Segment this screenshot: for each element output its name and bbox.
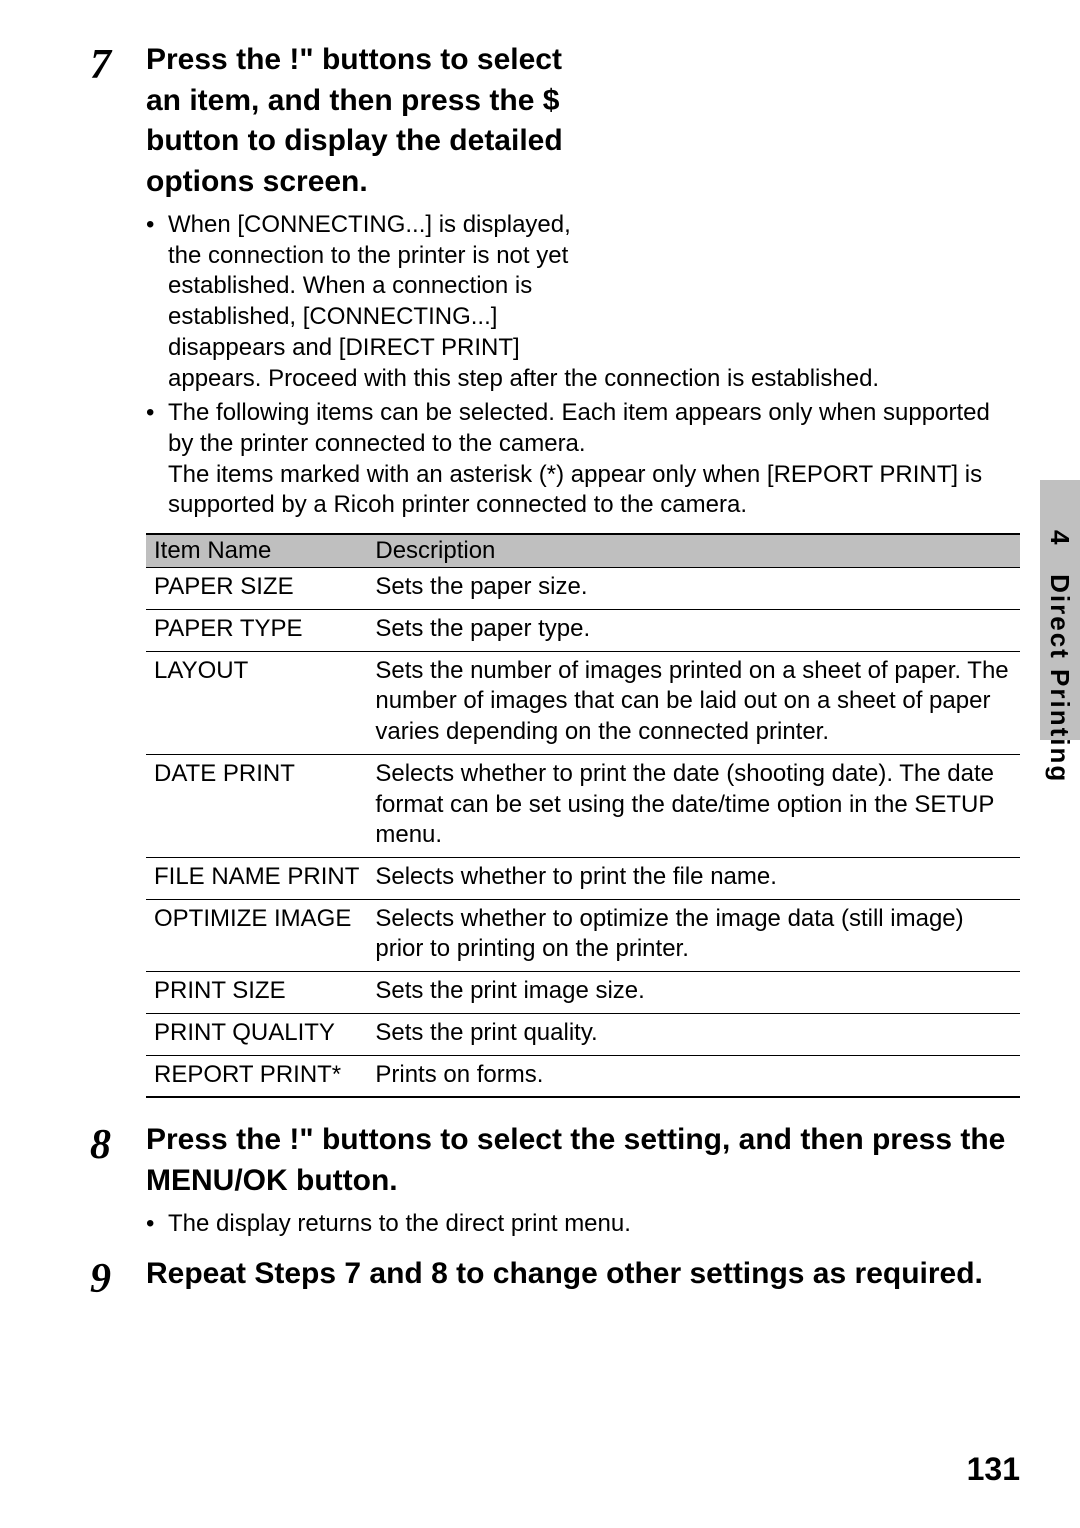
bullet-line: disappears and [DIRECT PRINT] <box>168 333 1020 364</box>
table-row: REPORT PRINT* Prints on forms. <box>146 1055 1020 1097</box>
bullet-line: The following items can be selected. Eac… <box>168 398 1020 459</box>
cell-name: LAYOUT <box>146 651 367 754</box>
heading-line: options screen. <box>146 165 368 198</box>
page-number: 131 <box>967 1451 1020 1488</box>
cell-desc: Selects whether to optimize the image da… <box>367 899 1020 971</box>
table-row: PRINT QUALITY Sets the print quality. <box>146 1013 1020 1055</box>
manual-page: 4 Direct Printing 7 Press the !" buttons… <box>0 0 1080 1528</box>
bullet-line: the connection to the printer is not yet <box>168 241 1020 272</box>
cell-desc: Sets the print image size. <box>367 972 1020 1014</box>
cell-desc: Selects whether to print the file name. <box>367 857 1020 899</box>
cell-name: FILE NAME PRINT <box>146 857 367 899</box>
bullet-line: appears. Proceed with this step after th… <box>168 364 1020 395</box>
table-row: FILE NAME PRINT Selects whether to print… <box>146 857 1020 899</box>
step-9: 9 Repeat Steps 7 and 8 to change other s… <box>90 1254 1020 1303</box>
chapter-title: Direct Printing <box>1045 574 1075 783</box>
cell-desc: Sets the number of images printed on a s… <box>367 651 1020 754</box>
chapter-label: 4 Direct Printing <box>1044 530 1075 783</box>
step-body: Press the !" buttons to select an item, … <box>146 40 1020 1110</box>
table-header-row: Item Name Description <box>146 534 1020 568</box>
bullet-item: The following items can be selected. Eac… <box>146 398 1020 521</box>
heading-line: Press the !" buttons to select <box>146 43 562 76</box>
table-row: OPTIMIZE IMAGE Selects whether to optimi… <box>146 899 1020 971</box>
step-heading: Press the !" buttons to select an item, … <box>146 40 666 202</box>
table-row: LAYOUT Sets the number of images printed… <box>146 651 1020 754</box>
table-row: DATE PRINT Selects whether to print the … <box>146 754 1020 857</box>
cell-name: PAPER SIZE <box>146 568 367 610</box>
chapter-number: 4 <box>1045 530 1075 546</box>
col-header-name: Item Name <box>146 534 367 568</box>
bullet-list: When [CONNECTING...] is displayed, the c… <box>146 210 1020 521</box>
table-row: PRINT SIZE Sets the print image size. <box>146 972 1020 1014</box>
bullet-line: The items marked with an asterisk (*) ap… <box>168 460 1020 521</box>
step-7: 7 Press the !" buttons to select an item… <box>90 40 1020 1110</box>
bullet-line: established. When a connection is <box>168 271 1020 302</box>
bullet-item: When [CONNECTING...] is displayed, the c… <box>146 210 1020 394</box>
step-body: Repeat Steps 7 and 8 to change other set… <box>146 1254 1020 1303</box>
step-number: 7 <box>90 40 146 86</box>
table-row: PAPER TYPE Sets the paper type. <box>146 609 1020 651</box>
cell-name: PRINT QUALITY <box>146 1013 367 1055</box>
cell-name: PAPER TYPE <box>146 609 367 651</box>
cell-desc: Sets the paper type. <box>367 609 1020 651</box>
step-heading: Repeat Steps 7 and 8 to change other set… <box>146 1254 1020 1295</box>
options-table: Item Name Description PAPER SIZE Sets th… <box>146 533 1020 1098</box>
cell-desc: Selects whether to print the date (shoot… <box>367 754 1020 857</box>
heading-line: an item, and then press the $ <box>146 84 559 117</box>
cell-desc: Prints on forms. <box>367 1055 1020 1097</box>
cell-name: DATE PRINT <box>146 754 367 857</box>
bullet-line: When [CONNECTING...] is displayed, <box>168 210 1020 241</box>
bullet-item: The display returns to the direct print … <box>146 1209 1020 1240</box>
col-header-desc: Description <box>367 534 1020 568</box>
heading-line: button to display the detailed <box>146 124 563 157</box>
table-row: PAPER SIZE Sets the paper size. <box>146 568 1020 610</box>
cell-name: REPORT PRINT* <box>146 1055 367 1097</box>
step-heading: Press the !" buttons to select the setti… <box>146 1120 1020 1201</box>
bullet-line: established, [CONNECTING...] <box>168 302 1020 333</box>
cell-name: PRINT SIZE <box>146 972 367 1014</box>
bullet-list: The display returns to the direct print … <box>146 1209 1020 1240</box>
cell-desc: Sets the print quality. <box>367 1013 1020 1055</box>
cell-name: OPTIMIZE IMAGE <box>146 899 367 971</box>
cell-desc: Sets the paper size. <box>367 568 1020 610</box>
step-number: 9 <box>90 1254 146 1300</box>
step-8: 8 Press the !" buttons to select the set… <box>90 1120 1020 1244</box>
step-body: Press the !" buttons to select the setti… <box>146 1120 1020 1244</box>
step-number: 8 <box>90 1120 146 1166</box>
